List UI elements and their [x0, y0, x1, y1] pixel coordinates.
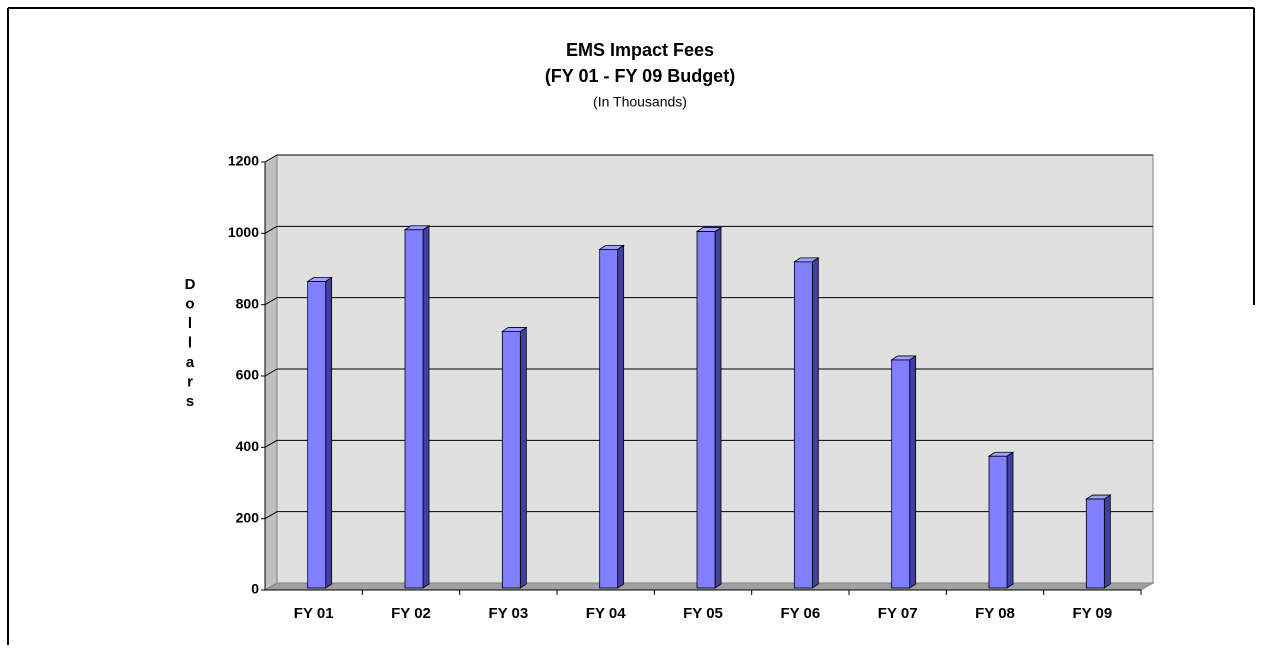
bar-side: [811, 257, 819, 589]
bar: [695, 226, 723, 589]
bar-side: [714, 226, 722, 589]
chart-note: (In Thousands): [593, 94, 687, 110]
bar-front: [1085, 498, 1105, 589]
bar: [1085, 494, 1112, 589]
bar: [598, 244, 625, 589]
x-tick-label: FY 06: [780, 605, 820, 622]
y-tick-label: 600: [236, 367, 260, 383]
grid-line: [264, 154, 278, 163]
y-tick-label: 200: [236, 509, 260, 525]
bar-front: [793, 261, 813, 589]
y-tick-label: 800: [236, 295, 260, 311]
x-tick-label: FY 01: [294, 605, 334, 622]
x-tick-label: FY 09: [1072, 605, 1112, 622]
bar: [793, 257, 820, 589]
bar: [890, 355, 917, 589]
bar: [306, 276, 333, 589]
bar-front: [988, 455, 1008, 589]
bar-front: [891, 359, 911, 589]
chart-subtitle: (FY 01 - FY 09 Budget): [545, 66, 735, 86]
bar-front: [599, 248, 619, 589]
bar-side: [422, 225, 430, 589]
y-tick-label: 1200: [228, 153, 259, 169]
bar-side: [617, 244, 625, 589]
y-tick-label: 400: [236, 438, 260, 454]
bar-side: [909, 355, 917, 589]
bar-front: [307, 281, 327, 589]
bar: [987, 451, 1015, 589]
x-tick-label: FY 02: [391, 605, 431, 622]
y-tick-label: 1000: [228, 224, 259, 240]
bar-front: [404, 229, 424, 589]
grid-line: [264, 368, 278, 377]
bar-front: [501, 331, 521, 589]
x-tick-label: FY 04: [586, 605, 626, 622]
x-tick-label: FY 03: [488, 605, 528, 622]
bar: [403, 225, 431, 589]
x-tick-label: FY 07: [878, 605, 918, 622]
x-tick-label: FY 05: [683, 605, 723, 622]
grid-line: [264, 439, 278, 448]
bar-side: [519, 326, 527, 589]
grid-line: [264, 225, 278, 234]
chart-title: EMS Impact Fees: [566, 40, 714, 60]
grid-line: [264, 297, 278, 306]
x-tick-label: FY 08: [975, 605, 1015, 622]
grid-line: [264, 511, 278, 520]
bar-side: [1103, 494, 1111, 589]
bar-side: [1006, 451, 1014, 589]
y-tick-label: 0: [251, 581, 259, 597]
bar-side: [325, 276, 333, 589]
bar: [501, 326, 528, 589]
bar-front: [696, 231, 716, 589]
